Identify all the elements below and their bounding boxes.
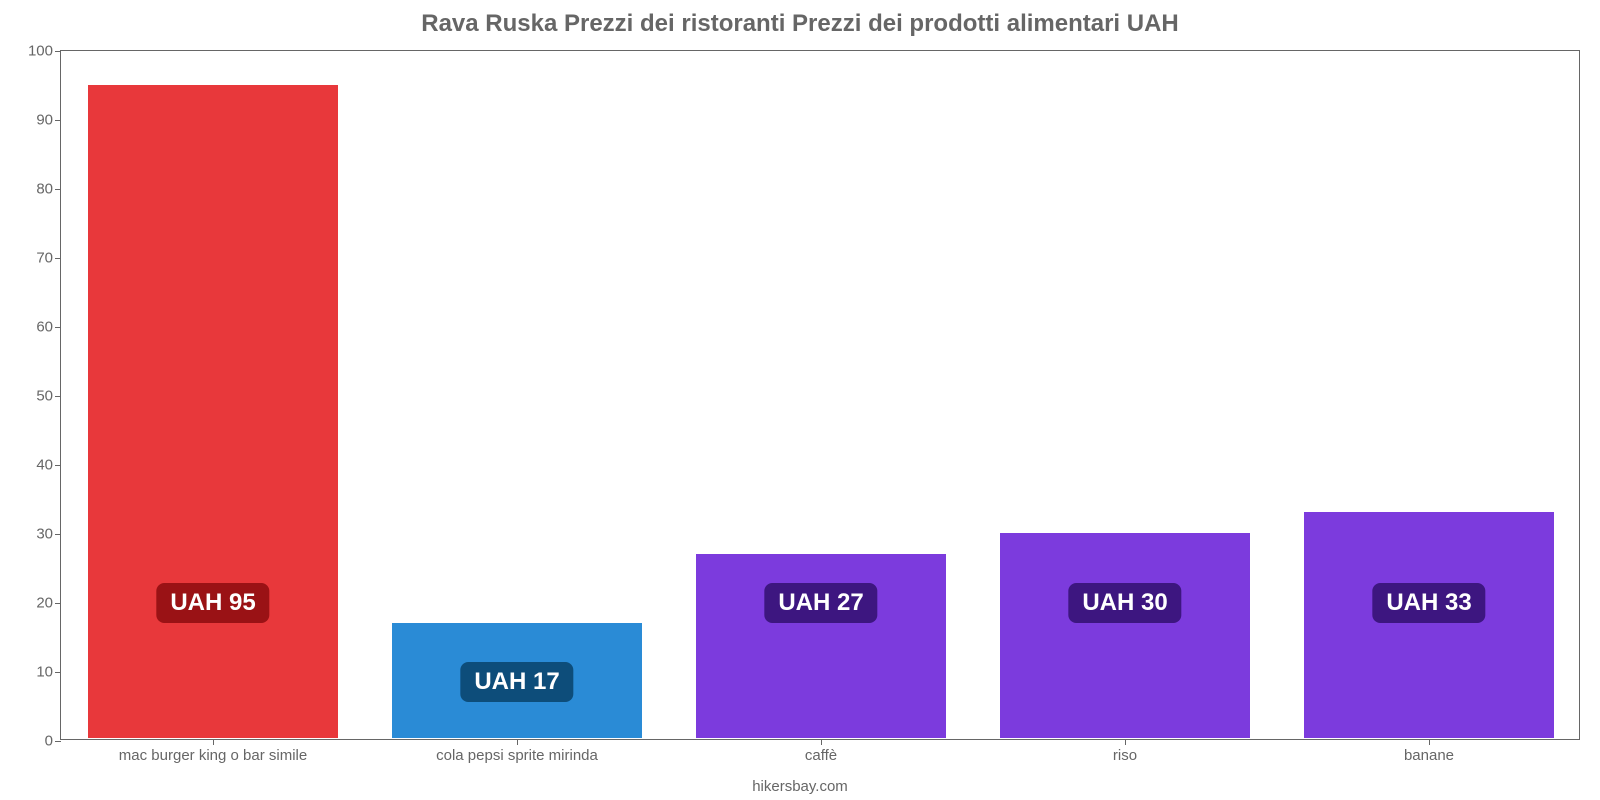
- value-badge: UAH 33: [1372, 583, 1485, 623]
- source-caption: hikersbay.com: [0, 778, 1600, 795]
- x-tick-mark: [1125, 739, 1126, 745]
- chart-title: Rava Ruska Prezzi dei ristoranti Prezzi …: [0, 10, 1600, 38]
- y-tick-mark: [55, 672, 61, 673]
- value-badge: UAH 95: [156, 583, 269, 623]
- y-tick-mark: [55, 258, 61, 259]
- price-bar-chart: Rava Ruska Prezzi dei ristoranti Prezzi …: [0, 0, 1600, 800]
- value-badge: UAH 27: [764, 583, 877, 623]
- y-tick-mark: [55, 534, 61, 535]
- y-tick-mark: [55, 465, 61, 466]
- y-tick-mark: [55, 396, 61, 397]
- y-tick-mark: [55, 327, 61, 328]
- y-tick-mark: [55, 51, 61, 52]
- x-tick-mark: [517, 739, 518, 745]
- x-tick-mark: [821, 739, 822, 745]
- bar: [1303, 511, 1555, 739]
- plot-area: 0102030405060708090100UAH 95mac burger k…: [60, 50, 1580, 740]
- y-tick-mark: [55, 189, 61, 190]
- x-tick-mark: [1429, 739, 1430, 745]
- y-tick-mark: [55, 741, 61, 742]
- value-badge: UAH 30: [1068, 583, 1181, 623]
- x-tick-mark: [213, 739, 214, 745]
- y-tick-mark: [55, 603, 61, 604]
- bar: [87, 84, 339, 740]
- value-badge: UAH 17: [460, 662, 573, 702]
- bar: [999, 532, 1251, 739]
- y-tick-mark: [55, 120, 61, 121]
- bar: [695, 553, 947, 739]
